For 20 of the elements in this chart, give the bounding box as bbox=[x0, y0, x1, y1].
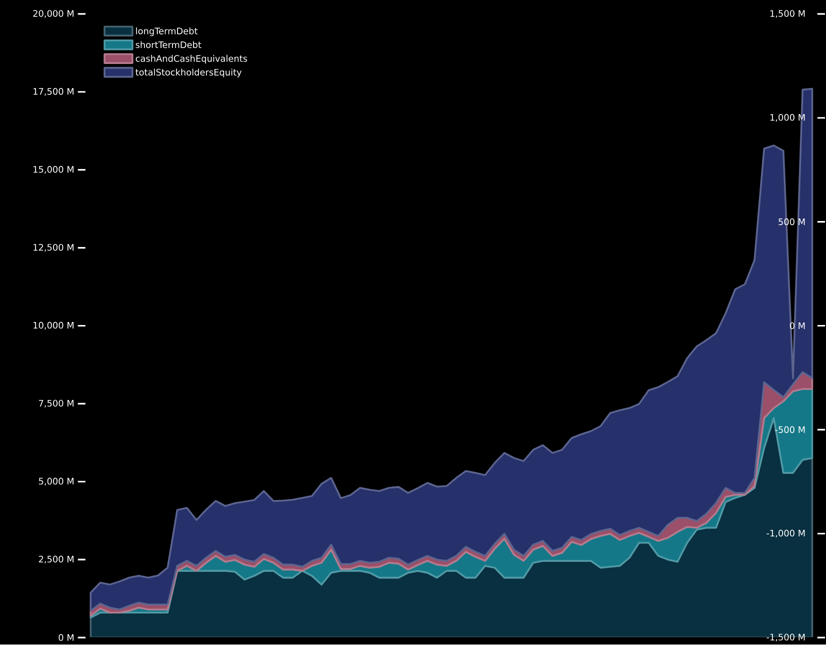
y2-tick-label: -1,000 M bbox=[766, 530, 805, 538]
y-tick-label: 5,000 M bbox=[38, 478, 74, 486]
y-tick-label: 0 M bbox=[58, 634, 74, 642]
y2-tick-label: 500 M bbox=[778, 218, 805, 226]
legend-label: longTermDebt bbox=[136, 28, 198, 36]
y-tick-label: 17,500 M bbox=[34, 88, 74, 96]
y2-tick-label: -500 M bbox=[775, 426, 805, 434]
y-tick-label: 7,500 M bbox=[38, 400, 74, 408]
y-tick-label: 10,000 M bbox=[34, 322, 74, 330]
y2-tick-label: -1,500 M bbox=[766, 634, 805, 642]
y-tick-label: 15,000 M bbox=[34, 166, 74, 174]
y2-tick-label: 0 M bbox=[790, 322, 805, 330]
legend-label: totalStockholdersEquity bbox=[136, 68, 242, 78]
y-tick-label: 20,000 M bbox=[33, 10, 74, 18]
y2-tick-label: 1,000 M bbox=[770, 114, 805, 122]
legend-label: cashAndCashEquivalents bbox=[136, 55, 248, 64]
y-tick-label: 2,500 M bbox=[38, 556, 74, 564]
legend-label: shortTermDebt bbox=[136, 41, 202, 48]
y-tick-label: 12,500 M bbox=[34, 244, 74, 252]
y2-tick-label: 1,500 M bbox=[770, 10, 805, 18]
